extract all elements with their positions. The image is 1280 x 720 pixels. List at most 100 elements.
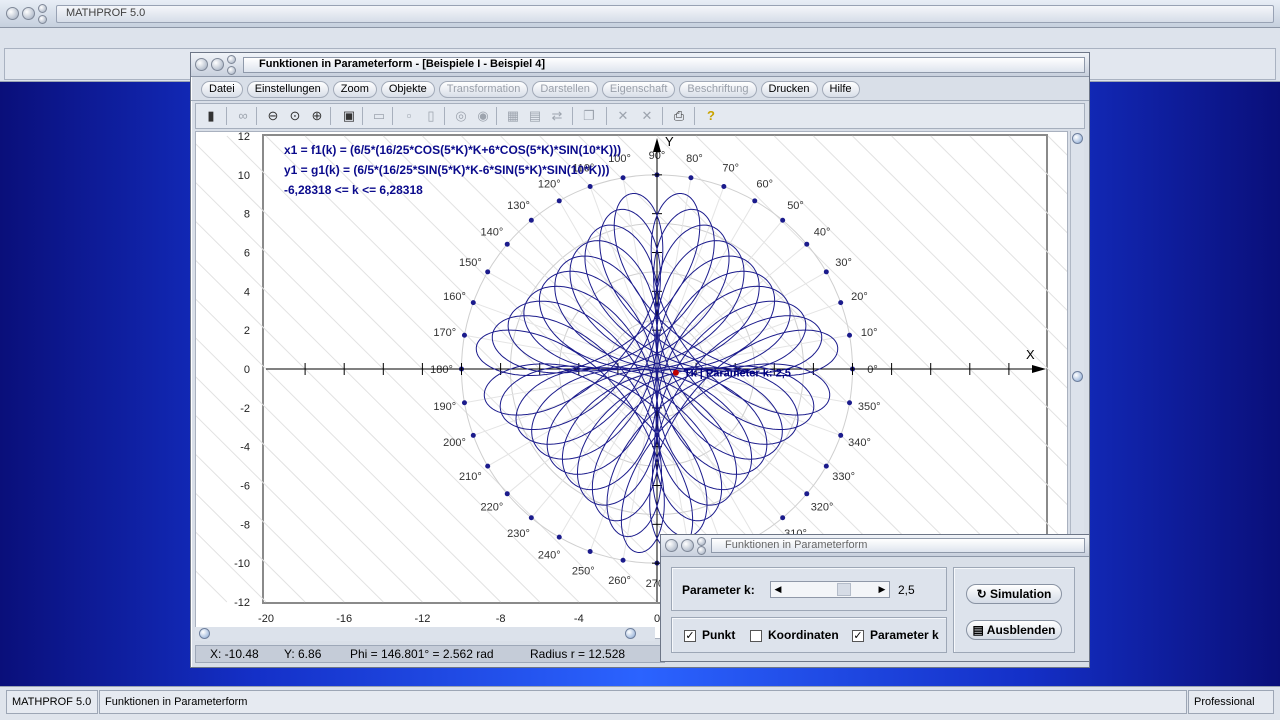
help-icon[interactable]: ? bbox=[707, 108, 715, 123]
maximize-circle-icon[interactable] bbox=[38, 15, 47, 24]
menu-hilfe[interactable]: Hilfe bbox=[821, 81, 860, 98]
y-tick-label: -10 bbox=[234, 558, 250, 570]
x-tick-label: -8 bbox=[496, 613, 506, 625]
scroll-up-button[interactable] bbox=[1072, 133, 1083, 144]
slider-knob[interactable] bbox=[837, 583, 851, 596]
slider-right-arrow-icon[interactable]: ▶ bbox=[878, 584, 886, 594]
menu-transformation[interactable]: Transformation bbox=[438, 81, 529, 98]
zoom-out-icon[interactable]: ⊖ bbox=[267, 108, 279, 123]
menu-datei[interactable]: Datei bbox=[201, 81, 243, 98]
parameter-label: Parameter k: bbox=[682, 583, 755, 597]
toolbar: ▮ ∞ ⊖ ⊙ ⊕ ▣ ▭ ▫ ▯ ◎ ◉ ▦ ▤ ⇄ ❐ ✕ ✕ ⎙ ? bbox=[195, 103, 1085, 129]
polar-marker bbox=[587, 548, 593, 554]
frame2-icon[interactable]: ▯ bbox=[427, 108, 435, 123]
polar-ray bbox=[656, 219, 784, 370]
polar-marker bbox=[838, 300, 844, 306]
checkbox-punkt[interactable]: ✓ bbox=[684, 630, 696, 642]
scroll-left-button[interactable] bbox=[199, 628, 210, 639]
x-axis-arrow bbox=[1032, 365, 1046, 373]
close-circle-icon[interactable] bbox=[6, 7, 19, 20]
y-tick-label: 0 bbox=[244, 364, 250, 376]
calculator-icon[interactable]: ▮ bbox=[207, 108, 215, 123]
print-icon[interactable]: ⎙ bbox=[673, 108, 685, 123]
minimize-circle-icon[interactable] bbox=[211, 58, 224, 71]
polar-marker bbox=[528, 217, 534, 223]
polar-marker bbox=[838, 432, 844, 438]
grid-line bbox=[891, 135, 1067, 311]
table-icon[interactable]: ▦ bbox=[506, 108, 520, 123]
menu-einstellungen[interactable]: Einstellungen bbox=[246, 81, 329, 98]
restore-circle-icon[interactable] bbox=[38, 4, 47, 13]
menu-darstellen[interactable]: Darstellen bbox=[532, 81, 598, 98]
checkbox-koordinaten[interactable] bbox=[750, 630, 762, 642]
zoom-reset-icon[interactable]: ⊙ bbox=[289, 108, 301, 123]
grid-line bbox=[196, 454, 345, 603]
target-icon[interactable]: ◎ bbox=[455, 108, 467, 123]
target2-icon[interactable]: ◉ bbox=[477, 108, 489, 123]
menu-drucken[interactable]: Drucken bbox=[760, 81, 818, 98]
properties-icon[interactable]: ▣ bbox=[342, 108, 356, 123]
horizontal-scrollbar[interactable] bbox=[195, 627, 655, 641]
restore-circle-icon[interactable] bbox=[227, 55, 236, 64]
x-tick-label: -4 bbox=[574, 613, 584, 625]
frame-icon[interactable]: ▫ bbox=[406, 108, 412, 123]
polar-ray bbox=[656, 368, 827, 467]
formula-text: y1 = g1(k) = (6/5*(16/25*SIN(5*K)*K-6*SI… bbox=[284, 163, 609, 177]
restore-circle-icon[interactable] bbox=[697, 537, 706, 546]
graph-window-titlebar[interactable]: Funktionen in Parameterform - [Beispiele… bbox=[191, 53, 1089, 77]
maximize-circle-icon[interactable] bbox=[697, 546, 706, 555]
scroll-thumb[interactable] bbox=[625, 628, 636, 639]
polar-marker bbox=[780, 217, 786, 223]
scroll-thumb[interactable] bbox=[1072, 371, 1083, 382]
window-icon[interactable]: ▭ bbox=[372, 108, 386, 123]
slider-left-arrow-icon[interactable]: ◀ bbox=[774, 584, 782, 594]
plot-canvas[interactable]: 0°10°20°30°40°50°60°70°80°90°100°110°120… bbox=[196, 132, 1067, 638]
vertical-scrollbar[interactable] bbox=[1070, 131, 1084, 639]
polar-ray bbox=[487, 368, 658, 467]
x-tick-label: -16 bbox=[336, 613, 352, 625]
simulation-button[interactable]: ↻ Simulation bbox=[966, 584, 1062, 604]
menu-eigenschaft[interactable]: Eigenschaft bbox=[601, 81, 676, 98]
minimize-circle-icon[interactable] bbox=[681, 539, 694, 552]
close-circle-icon[interactable] bbox=[195, 58, 208, 71]
polar-ray bbox=[656, 368, 808, 495]
graph-window: Funktionen in Parameterform - [Beispiele… bbox=[190, 52, 1090, 668]
dialog-title: Funktionen in Parameterform bbox=[725, 539, 868, 551]
grid-line bbox=[196, 531, 267, 603]
copy-icon[interactable]: ❐ bbox=[583, 108, 595, 123]
polar-angle-label: 100° bbox=[608, 153, 631, 165]
menu-beschriftung[interactable]: Beschriftung bbox=[679, 81, 757, 98]
zoom-in-icon[interactable]: ⊕ bbox=[311, 108, 323, 123]
grid-line bbox=[196, 492, 306, 603]
polar-ray bbox=[656, 302, 841, 370]
checkbox-group: ✓ Punkt Koordinaten ✓ Parameter k bbox=[671, 617, 947, 653]
plot-area[interactable]: 0° 10° 20° 30° 40° 50° 60° 70° 80° 90° 100° 110° 120… bbox=[195, 131, 1068, 639]
hide-button[interactable]: ▤ Ausblenden bbox=[966, 620, 1062, 640]
parameter-slider[interactable]: ◀ ▶ bbox=[770, 581, 890, 598]
toolbar-separator bbox=[606, 107, 607, 125]
minimize-circle-icon[interactable] bbox=[22, 7, 35, 20]
glasses-icon[interactable]: ∞ bbox=[238, 108, 248, 123]
checkbox-koordinaten-label: Koordinaten bbox=[768, 628, 839, 642]
close-circle-icon[interactable] bbox=[665, 539, 678, 552]
grid-line bbox=[196, 415, 384, 603]
x-tick-label: -12 bbox=[414, 613, 430, 625]
parameter-group: Parameter k: ◀ ▶ 2,5 bbox=[671, 567, 947, 611]
export-icon[interactable]: ⇄ bbox=[551, 108, 563, 123]
status-phi: Phi = 146.801° = 2.562 rad bbox=[350, 647, 494, 661]
table2-icon[interactable]: ▤ bbox=[528, 108, 542, 123]
cross-icon[interactable]: ✕ bbox=[617, 108, 629, 123]
parametric-curve bbox=[475, 193, 839, 553]
polar-angle-label: 150° bbox=[459, 257, 482, 269]
checkbox-parameter-k[interactable]: ✓ bbox=[852, 630, 864, 642]
simulation-button-label: Simulation bbox=[990, 587, 1052, 601]
cross2-icon[interactable]: ✕ bbox=[641, 108, 653, 123]
menu-objekte[interactable]: Objekte bbox=[380, 81, 435, 98]
y-axis-arrow bbox=[653, 138, 661, 152]
dialog-titlebar[interactable]: Funktionen in Parameterform bbox=[661, 535, 1089, 557]
polar-marker bbox=[780, 515, 786, 521]
parameter-point bbox=[672, 369, 679, 376]
polar-marker bbox=[470, 432, 476, 438]
maximize-circle-icon[interactable] bbox=[227, 66, 236, 75]
menu-zoom[interactable]: Zoom bbox=[332, 81, 377, 98]
